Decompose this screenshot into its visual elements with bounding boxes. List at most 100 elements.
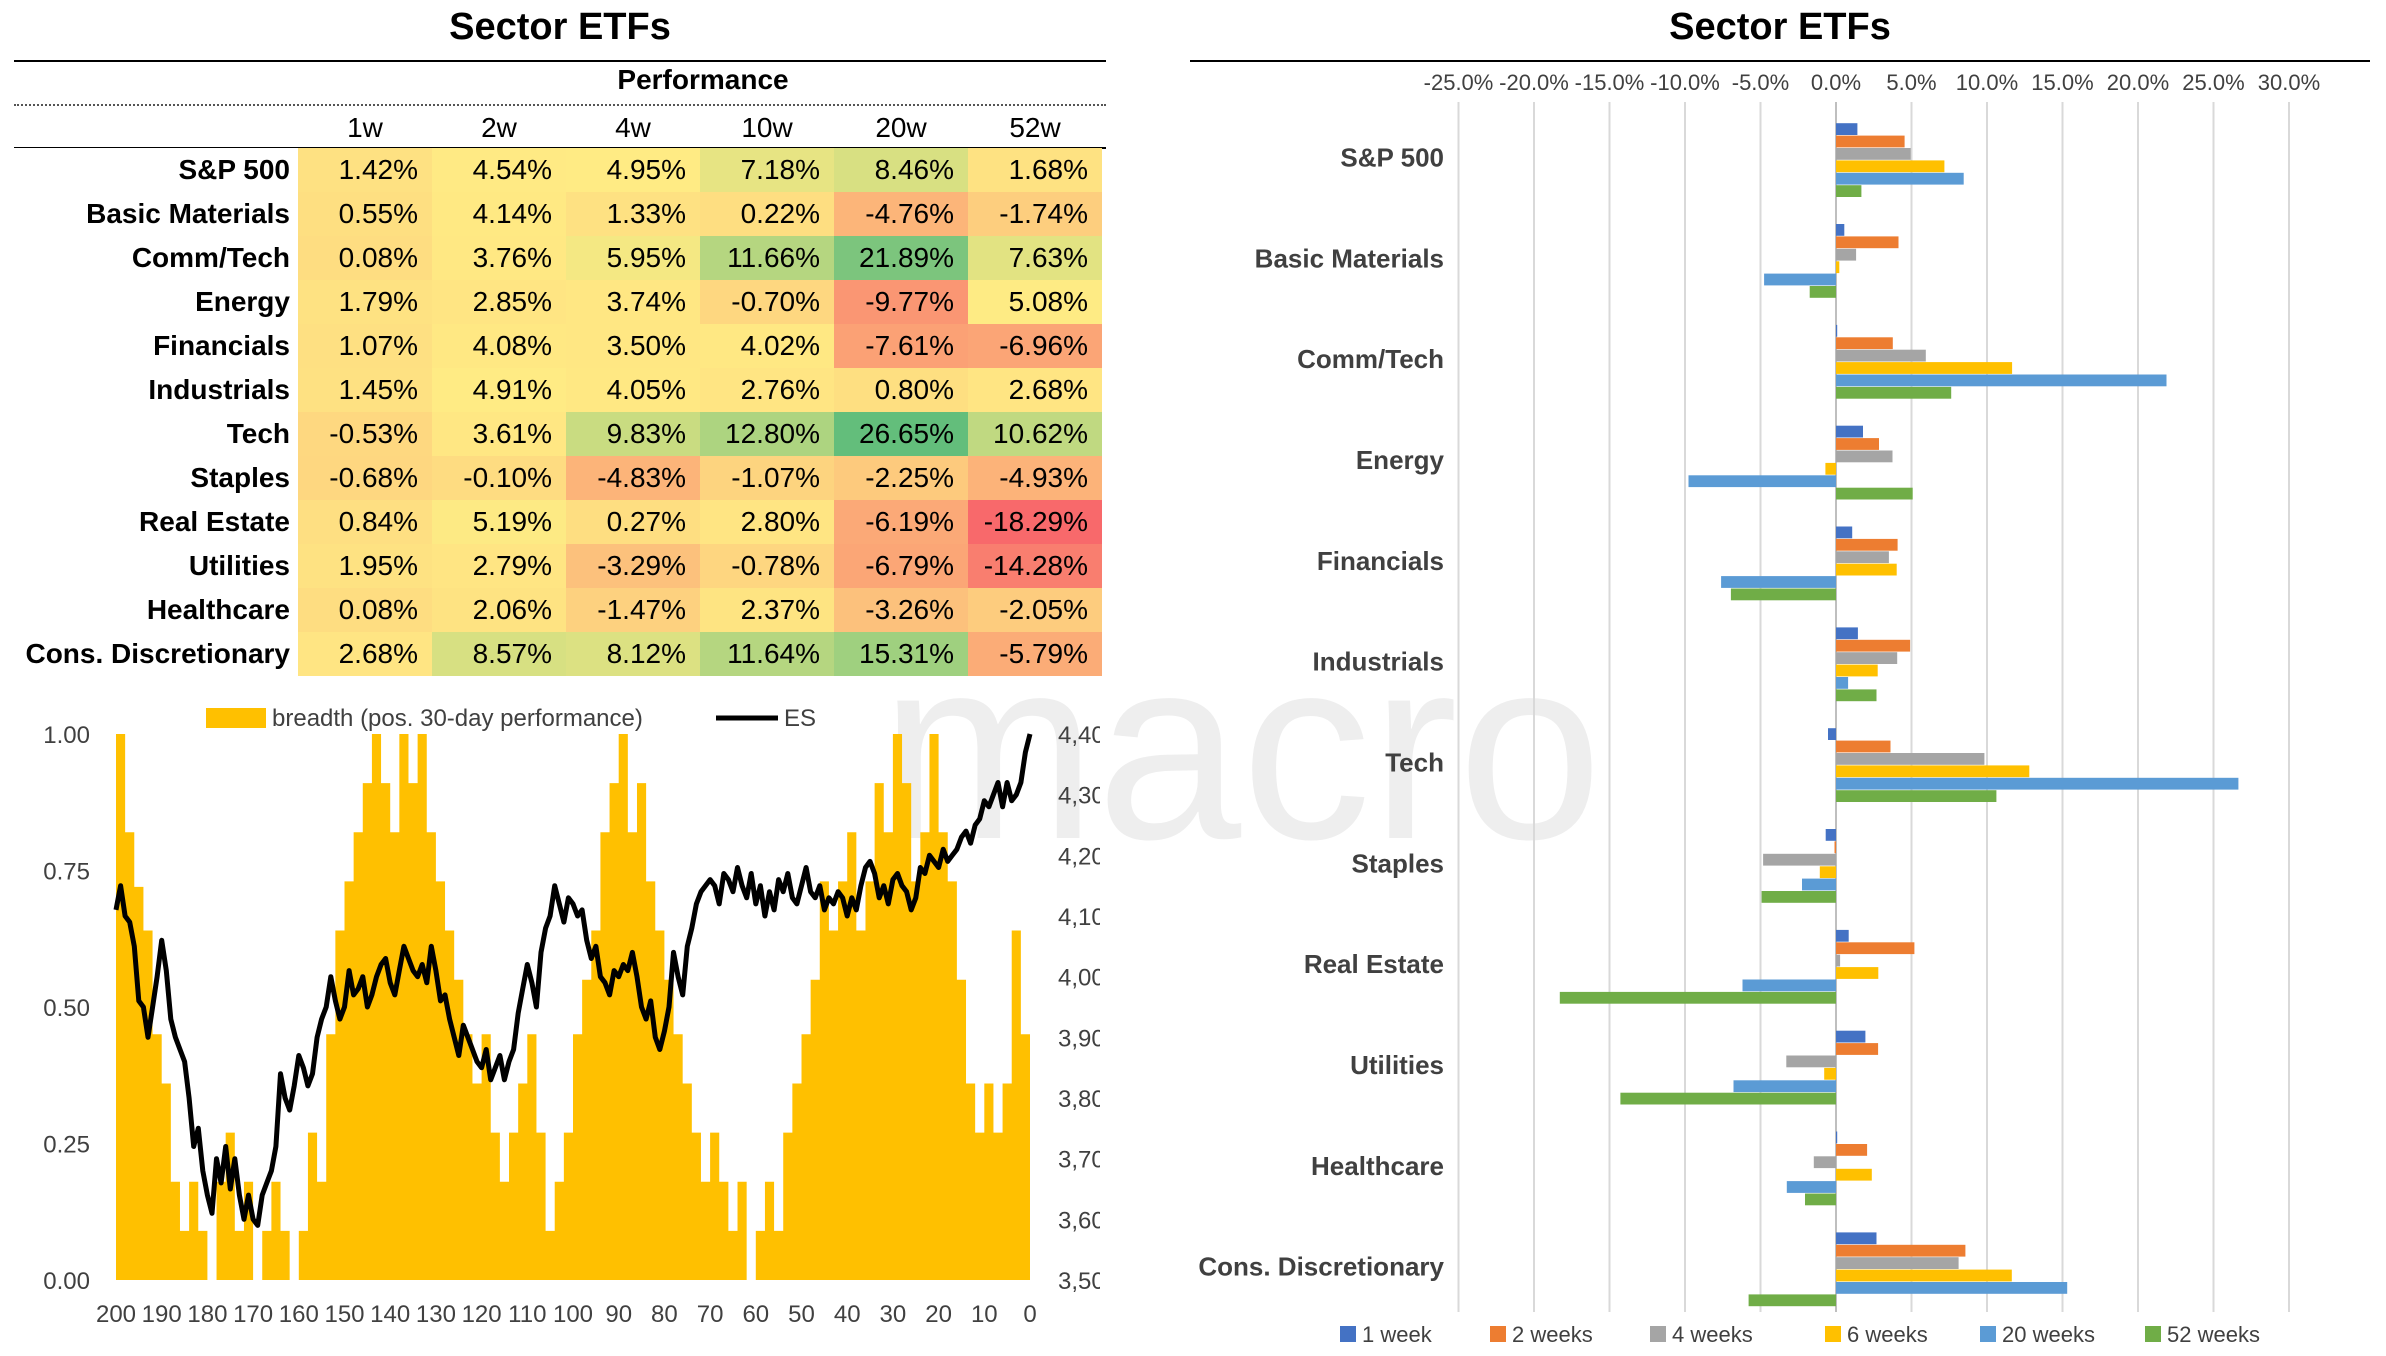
bar [1809, 286, 1836, 298]
table-cell: 8.57% [432, 632, 566, 676]
y-right-tick-label: 4,300 [1058, 783, 1100, 810]
bar [1836, 1282, 2068, 1294]
bar [1836, 1269, 2012, 1282]
category-label: Financials [1317, 546, 1444, 576]
category-label: Healthcare [1311, 1151, 1444, 1181]
table-cell: 3.50% [566, 324, 700, 368]
bar [1836, 627, 1858, 640]
y-left-tick-label: 0.00 [43, 1268, 90, 1295]
bar [1836, 639, 1911, 652]
bar [1748, 1294, 1836, 1307]
table-cell: 0.55% [298, 192, 432, 236]
table-cell: -14.28% [968, 544, 1102, 588]
legend-breadth-swatch [206, 708, 266, 728]
y-right-tick-label: 4,100 [1058, 904, 1100, 931]
table-cell: 26.65% [834, 412, 968, 456]
bar [1836, 652, 1898, 664]
table-row: Staples -0.68% -0.10% -4.83% -1.07% -2.25% -4.… [14, 456, 1102, 500]
table-cell: 7.18% [700, 148, 834, 192]
bar [1836, 324, 1838, 337]
legend-swatch [1490, 1326, 1506, 1342]
bar [1733, 1080, 1836, 1093]
table-cell: 8.46% [834, 148, 968, 192]
table-cell: -3.29% [566, 544, 700, 588]
table-cell: -1.07% [700, 456, 834, 500]
table-row: Comm/Tech 0.08% 3.76% 5.95% 11.66% 21.89% 7.63… [14, 236, 1102, 280]
bar [1825, 462, 1836, 475]
bar [1836, 1131, 1838, 1144]
es-line [113, 733, 1033, 1228]
table-cell: -0.78% [700, 544, 834, 588]
bar [1836, 1144, 1868, 1156]
table-cell: 15.31% [834, 632, 968, 676]
x-tick-label: 0 [1023, 1301, 1036, 1328]
table-cell: 9.83% [566, 412, 700, 456]
x-tick-label: 30.0% [2258, 70, 2320, 95]
table-row: Cons. Discretionary 2.68% 8.57% 8.12% 11.64%… [14, 632, 1102, 676]
table-cell: -4.76% [834, 192, 968, 236]
x-tick-label: 110 [508, 1301, 546, 1328]
row-label: Basic Materials [14, 192, 298, 236]
y-right-tick-label: 4,200 [1058, 843, 1100, 870]
row-label: Cons. Discretionary [14, 632, 298, 676]
table-cell: 5.08% [968, 280, 1102, 324]
table-cell: -4.83% [566, 456, 700, 500]
table-cell: 1.45% [298, 368, 432, 412]
row-label: Comm/Tech [14, 236, 298, 280]
x-tick-label: 180 [187, 1301, 227, 1328]
table-cell: 2.06% [432, 588, 566, 632]
table-cell: 4.91% [432, 368, 566, 412]
column-header: 10w [741, 112, 793, 143]
x-tick-label: 10.0% [1956, 70, 2018, 95]
bar [1836, 362, 2013, 374]
row-label: Energy [14, 280, 298, 324]
table-cell: 21.89% [834, 236, 968, 280]
bar [1836, 374, 2167, 387]
y-left-tick-label: 0.75 [43, 859, 90, 886]
table-cell: -6.19% [834, 500, 968, 544]
table-cell: 4.14% [432, 192, 566, 236]
bar [1836, 689, 1877, 702]
table-cell: 7.63% [968, 236, 1102, 280]
bar [1559, 991, 1836, 1004]
row-label: Healthcare [14, 588, 298, 632]
bar [1836, 123, 1858, 135]
breadth-es-chart: 1.00 0.75 0.50 0.25 0.00 4,400 4,300 4,200 4,100… [43, 705, 1100, 1328]
bar [1836, 1257, 1959, 1269]
x-tick-label: 5.0% [1886, 70, 1936, 95]
x-tick-label: 60 [742, 1301, 769, 1328]
table-cell: -1.74% [968, 192, 1102, 236]
legend-swatch [1980, 1326, 1996, 1342]
table-cell: -9.77% [834, 280, 968, 324]
x-tick-label: 50 [788, 1301, 815, 1328]
table-cell: -3.26% [834, 588, 968, 632]
sector-bar-chart: -25.0% -20.0% -15.0% -10.0% -5.0% 0.0% 5.0% 10.… [1198, 70, 2320, 1347]
x-tick-label: -20.0% [1499, 70, 1569, 95]
column-header: 52w [1009, 112, 1061, 143]
title-rule [14, 60, 1106, 62]
bar [1836, 248, 1857, 261]
bar [1825, 829, 1836, 841]
bar [1836, 261, 1840, 274]
category-label: Real Estate [1304, 949, 1444, 979]
table-row: Energy 1.79% 2.85% 3.74% -0.70% -9.77% 5.08% [14, 280, 1102, 324]
table-cell: -4.93% [968, 456, 1102, 500]
category-label: Tech [1385, 747, 1444, 777]
bar [1836, 551, 1889, 564]
table-cell: -0.68% [298, 456, 432, 500]
table-cell: 10.62% [968, 412, 1102, 456]
category-label: Utilities [1350, 1050, 1444, 1080]
table-cell: -0.53% [298, 412, 432, 456]
table-body: S&P 500 1.42% 4.54% 4.95% 7.18% 8.46% 1.68% Bas… [14, 148, 1102, 676]
bar [1836, 1232, 1877, 1245]
table-row: Basic Materials 0.55% 4.14% 1.33% 0.22% -4.76… [14, 192, 1102, 236]
x-tick-label: 0.0% [1811, 70, 1861, 95]
table-cell: 1.07% [298, 324, 432, 368]
bar [1836, 438, 1879, 450]
table-cell: 0.80% [834, 368, 968, 412]
bar [1836, 172, 1964, 185]
bar [1836, 664, 1878, 677]
legend-label: 52 weeks [2167, 1322, 2260, 1347]
table-cell: 1.68% [968, 148, 1102, 192]
legend-swatch [1340, 1326, 1356, 1342]
